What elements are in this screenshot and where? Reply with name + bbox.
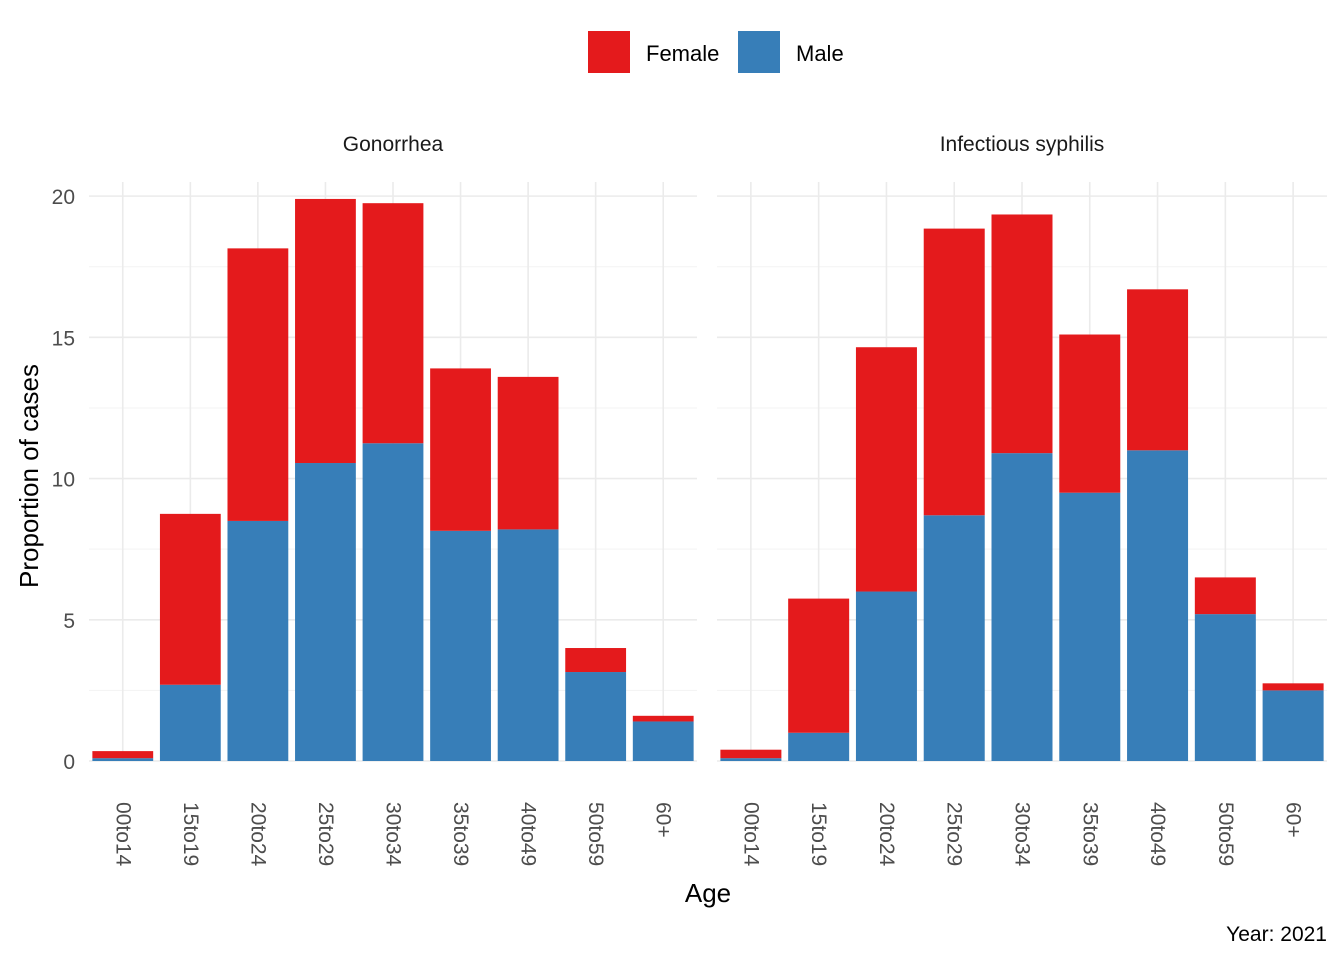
y-ticks: 0 5 10 15 20 [52,186,75,774]
bar-male-40to49 [497,529,559,761]
x-tick-label: 50to59 [1214,802,1237,866]
y-tick-label: 20 [52,186,75,209]
y-tick-label: 10 [52,469,75,492]
caption: Year: 2021 [1226,923,1327,946]
x-tick-label: 40to49 [517,802,540,866]
bars [92,198,694,761]
x-tick-label: 20to24 [875,802,898,867]
x-tick-label: 35to39 [449,802,472,866]
bar-male-20to24 [227,520,289,761]
legend-label-female: Female [646,41,719,66]
x-tick-label: 25to29 [314,802,337,866]
bar-male-50to59 [1194,614,1256,761]
panel-infectious-syphilis: Infectious syphilis 00to14 15to19 20to24 25t… [717,133,1327,867]
y-tick-label: 15 [52,327,75,350]
bar-female-50to59 [1194,577,1256,615]
panel-title: Infectious syphilis [940,133,1105,156]
panel-title: Gonorrhea [343,133,444,156]
bar-male-30to34 [362,443,424,761]
bar-female-30to34 [362,203,424,444]
y-axis-label: Proportion of cases [14,364,44,588]
x-tick-label: 40to49 [1146,802,1169,866]
bar-male-35to39 [430,530,491,761]
x-tick-label: 30to34 [1011,802,1034,867]
x-tick-label: 20to24 [246,802,269,867]
bar-male-25to29 [295,463,356,761]
x-tick-label: 00to14 [739,802,762,867]
bar-male-60 [632,721,694,761]
bar-female-35to39 [1059,334,1121,493]
x-tick-label: 00to14 [111,802,134,867]
legend-key-female [588,31,630,73]
legend-label-male: Male [796,41,844,66]
panels: Gonorrhea 0 5 10 15 20 00to14 15to19 20to24 25to2… [52,133,1327,867]
bar-male-15to19 [159,684,221,761]
x-tick-label: 25to29 [943,802,966,866]
bar-female-15to19 [159,513,221,685]
bar-female-35to39 [430,368,491,531]
bar-male-15to19 [788,732,850,761]
bar-female-25to29 [923,228,985,516]
bar-female-60 [632,715,694,722]
x-tick-label: 35to39 [1078,802,1101,866]
bar-female-00to14 [720,749,782,759]
x-tick-label: 50to59 [584,802,607,866]
bar-female-20to24 [855,347,917,592]
bar-male-00to14 [92,758,154,761]
legend: Female Male [588,31,844,73]
x-ticks: 00to14 15to19 20to24 25to29 30to34 35to39 40to… [111,802,674,867]
x-tick-label: 15to19 [179,802,202,866]
x-tick-label: 15to19 [807,802,830,866]
x-axis-label: Age [685,878,731,908]
y-tick-label: 0 [63,751,75,774]
legend-key-male [738,31,780,73]
bar-male-50to59 [565,672,627,761]
x-ticks: 00to14 15to19 20to24 25to29 30to34 35to39 40to… [739,802,1304,867]
bar-male-20to24 [855,591,917,761]
bar-male-00to14 [720,758,782,761]
x-tick-label: 60+ [652,802,675,838]
bar-female-40to49 [497,376,559,530]
x-tick-label: 30to34 [382,802,405,867]
bar-male-35to39 [1059,492,1121,761]
bar-female-00to14 [92,751,154,759]
bar-male-30to34 [991,453,1053,761]
panel-gonorrhea: Gonorrhea 0 5 10 15 20 00to14 15to19 20to24 25to2… [52,133,697,867]
bar-female-25to29 [295,198,356,464]
bars [720,214,1324,761]
bar-female-20to24 [227,248,289,521]
bar-female-50to59 [565,648,627,673]
bar-male-25to29 [923,515,985,761]
bar-female-60 [1262,683,1324,691]
bar-female-30to34 [991,214,1053,454]
bar-male-40to49 [1127,450,1189,761]
bar-female-15to19 [788,598,850,733]
x-tick-label: 60+ [1282,802,1305,838]
bar-female-40to49 [1127,289,1189,451]
bar-male-60 [1262,690,1324,761]
y-tick-label: 5 [63,610,75,633]
